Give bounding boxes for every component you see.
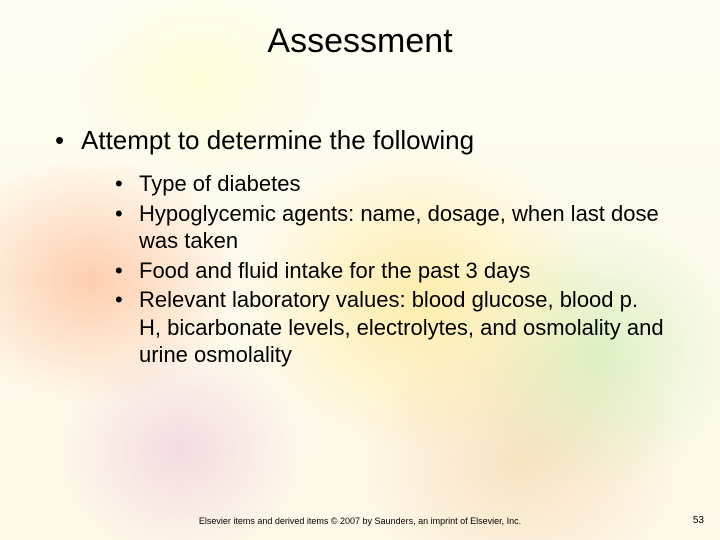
level2-list: • Type of diabetes • Hypoglycemic agents… [115,170,665,369]
bullet-dot-icon: • [115,200,139,255]
page-number: 53 [693,515,704,526]
bullet-level2: • Type of diabetes [115,170,665,198]
bullet-dot-icon: • [115,286,139,369]
level2-text: Relevant laboratory values: blood glucos… [139,286,665,369]
bullet-dot-icon: • [115,257,139,285]
level1-text: Attempt to determine the following [81,125,474,155]
slide: Assessment •Attempt to determine the fol… [0,0,720,540]
slide-title: Assessment [0,22,720,61]
bullet-dot-icon: • [55,125,81,156]
slide-content: •Attempt to determine the following • Ty… [55,125,665,371]
copyright-footer: Elsevier items and derived items © 2007 … [0,516,720,526]
bullet-level1: •Attempt to determine the following [55,125,665,156]
bullet-level2: • Hypoglycemic agents: name, dosage, whe… [115,200,665,255]
level2-text: Food and fluid intake for the past 3 day… [139,257,665,285]
bullet-dot-icon: • [115,170,139,198]
bullet-level2: • Food and fluid intake for the past 3 d… [115,257,665,285]
bullet-level2: • Relevant laboratory values: blood gluc… [115,286,665,369]
level2-text: Hypoglycemic agents: name, dosage, when … [139,200,665,255]
level2-text: Type of diabetes [139,170,665,198]
